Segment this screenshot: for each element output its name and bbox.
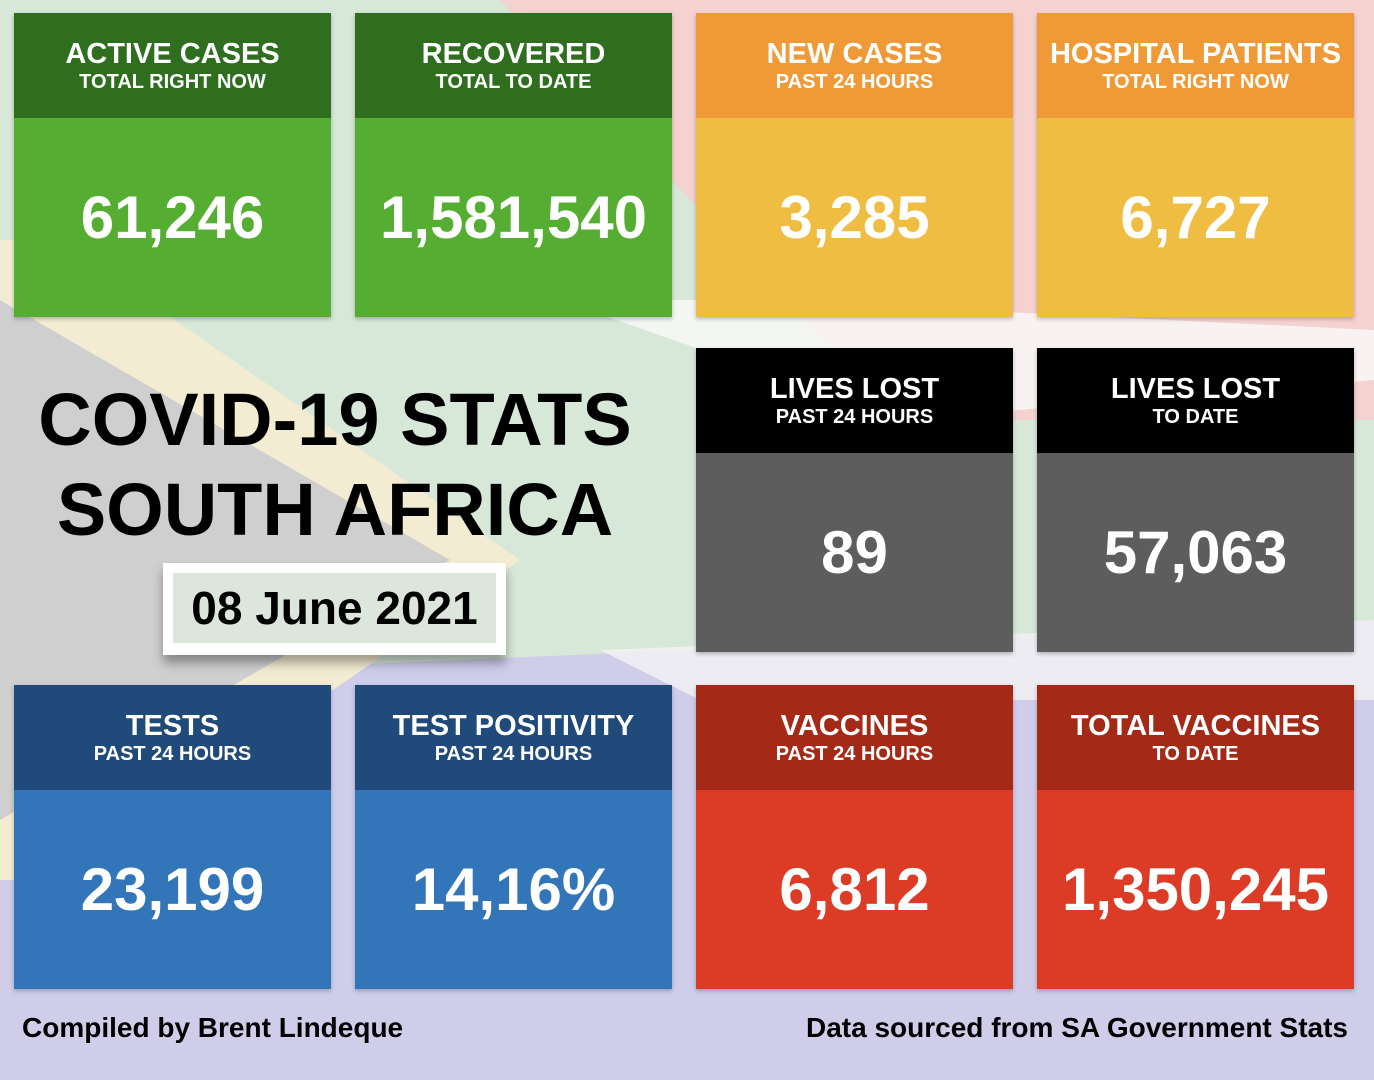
tile-value: 6,727 [1037,118,1354,317]
main-title-line2: SOUTH AFRICA [56,468,614,551]
tile-subtitle: PAST 24 HOURS [775,742,934,765]
stat-tile: TEST POSITIVITY PAST 24 HOURS 14,16% [355,685,672,989]
stat-tile: TOTAL VACCINES TO DATE 1,350,245 [1037,685,1354,989]
tile-title: TESTS [125,709,220,742]
tile-subtitle: TOTAL RIGHT NOW [79,70,266,93]
stat-tile: LIVES LOST PAST 24 HOURS 89 [696,348,1013,652]
tile-header: VACCINES PAST 24 HOURS [696,685,1013,790]
tile-subtitle: PAST 24 HOURS [775,405,934,428]
stat-tile: LIVES LOST TO DATE 57,063 [1037,348,1354,652]
tile-header: LIVES LOST PAST 24 HOURS [696,348,1013,453]
footer-credit: Compiled by Brent Lindeque [22,1012,404,1043]
tile-subtitle: TO DATE [1152,742,1239,765]
tile-value: 23,199 [14,790,331,989]
stat-tile: ACTIVE CASES TOTAL RIGHT NOW 61,246 [14,13,331,317]
date-box: 08 June 2021 [163,563,506,655]
tile-title: ACTIVE CASES [65,37,280,70]
tile-subtitle: TOTAL RIGHT NOW [1102,70,1289,93]
footer-source: Data sourced from SA Government Stats [806,1012,1348,1043]
tile-header: HOSPITAL PATIENTS TOTAL RIGHT NOW [1037,13,1354,118]
tile-header: TESTS PAST 24 HOURS [14,685,331,790]
stat-tile: NEW CASES PAST 24 HOURS 3,285 [696,13,1013,317]
tile-header: LIVES LOST TO DATE [1037,348,1354,453]
tile-subtitle: PAST 24 HOURS [775,70,934,93]
tile-value: 61,246 [14,118,331,317]
tile-header: TEST POSITIVITY PAST 24 HOURS [355,685,672,790]
tile-value: 1,350,245 [1037,790,1354,989]
tile-value: 6,812 [696,790,1013,989]
tile-header: ACTIVE CASES TOTAL RIGHT NOW [14,13,331,118]
tile-subtitle: PAST 24 HOURS [93,742,252,765]
tile-value: 89 [696,453,1013,652]
tile-title: RECOVERED [421,37,606,70]
stat-tile: RECOVERED TOTAL TO DATE 1,581,540 [355,13,672,317]
tile-title: HOSPITAL PATIENTS [1049,37,1342,70]
main-title-line1: COVID-19 STATS [38,378,632,461]
tile-title: TEST POSITIVITY [392,709,635,742]
tile-value: 1,581,540 [355,118,672,317]
tile-title: VACCINES [780,709,929,742]
tile-title: LIVES LOST [1110,372,1281,405]
tile-subtitle: TO DATE [1152,405,1239,428]
tile-header: NEW CASES PAST 24 HOURS [696,13,1013,118]
date-label: 08 June 2021 [173,573,496,643]
tile-value: 57,063 [1037,453,1354,652]
stat-tile: HOSPITAL PATIENTS TOTAL RIGHT NOW 6,727 [1037,13,1354,317]
tile-title: LIVES LOST [769,372,940,405]
tile-title: TOTAL VACCINES [1070,709,1321,742]
tile-header: RECOVERED TOTAL TO DATE [355,13,672,118]
tile-title: NEW CASES [766,37,943,70]
tile-value: 14,16% [355,790,672,989]
tile-value: 3,285 [696,118,1013,317]
tile-subtitle: TOTAL TO DATE [435,70,592,93]
tile-subtitle: PAST 24 HOURS [434,742,593,765]
stat-tile: TESTS PAST 24 HOURS 23,199 [14,685,331,989]
stat-tile: VACCINES PAST 24 HOURS 6,812 [696,685,1013,989]
tile-header: TOTAL VACCINES TO DATE [1037,685,1354,790]
